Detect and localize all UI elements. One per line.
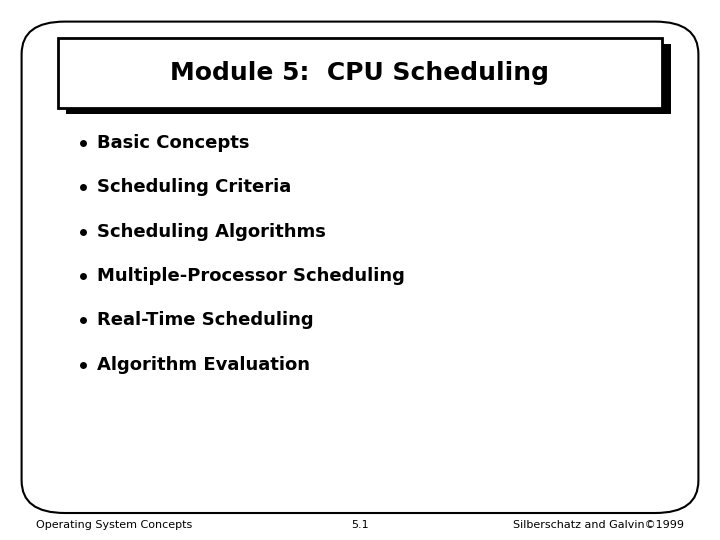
FancyBboxPatch shape: [66, 44, 671, 114]
Text: Real-Time Scheduling: Real-Time Scheduling: [97, 311, 314, 329]
FancyBboxPatch shape: [58, 38, 662, 108]
Text: 5.1: 5.1: [351, 520, 369, 530]
Text: Operating System Concepts: Operating System Concepts: [36, 520, 192, 530]
Text: Algorithm Evaluation: Algorithm Evaluation: [97, 355, 310, 374]
Text: Module 5:  CPU Scheduling: Module 5: CPU Scheduling: [171, 61, 549, 85]
Text: Silberschatz and Galvin©1999: Silberschatz and Galvin©1999: [513, 520, 684, 530]
FancyBboxPatch shape: [22, 22, 698, 513]
Text: Scheduling Algorithms: Scheduling Algorithms: [97, 222, 326, 241]
Text: Basic Concepts: Basic Concepts: [97, 134, 250, 152]
Text: Multiple-Processor Scheduling: Multiple-Processor Scheduling: [97, 267, 405, 285]
Text: Scheduling Criteria: Scheduling Criteria: [97, 178, 292, 197]
